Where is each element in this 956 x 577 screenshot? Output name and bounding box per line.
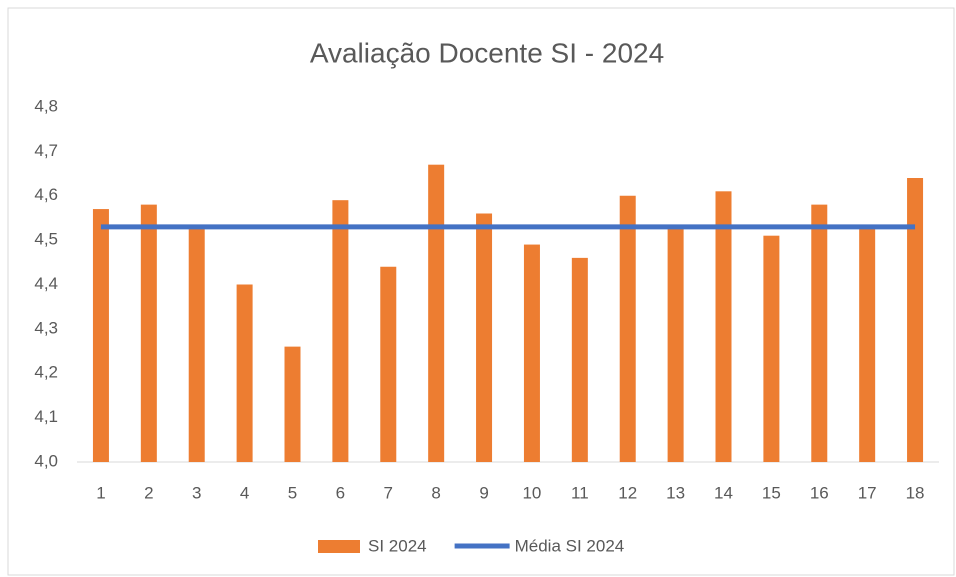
bar <box>907 178 924 462</box>
x-tick-label: 5 <box>288 483 297 502</box>
y-tick-label: 4,6 <box>34 185 58 204</box>
legend-label: SI 2024 <box>368 536 427 555</box>
x-tick-label: 11 <box>571 483 589 502</box>
y-tick-label: 4,0 <box>34 451 58 470</box>
x-tick-label: 18 <box>906 483 925 502</box>
x-tick-label: 17 <box>858 483 877 502</box>
bar <box>571 257 588 462</box>
x-tick-label: 13 <box>666 483 685 502</box>
x-tick-label: 8 <box>431 483 440 502</box>
x-tick-label: 3 <box>192 483 201 502</box>
x-tick-label: 7 <box>384 483 393 502</box>
bar <box>428 164 445 462</box>
bar <box>380 266 397 462</box>
x-tick-label: 2 <box>144 483 153 502</box>
y-tick-label: 4,7 <box>34 141 58 160</box>
bar <box>476 213 493 462</box>
bar <box>188 226 205 462</box>
y-tick-label: 4,1 <box>34 407 58 426</box>
bar <box>140 204 157 462</box>
bar <box>763 235 780 462</box>
x-tick-label: 15 <box>762 483 781 502</box>
y-tick-label: 4,2 <box>34 363 58 382</box>
bar <box>619 195 636 462</box>
y-tick-label: 4,3 <box>34 318 58 337</box>
x-tick-label: 1 <box>96 483 105 502</box>
y-tick-label: 4,8 <box>34 96 58 115</box>
bar <box>811 204 828 462</box>
x-tick-label: 12 <box>618 483 637 502</box>
x-tick-label: 4 <box>240 483 249 502</box>
x-tick-label: 10 <box>522 483 541 502</box>
x-tick-label: 16 <box>810 483 829 502</box>
bar <box>523 244 540 462</box>
x-tick-label: 9 <box>479 483 488 502</box>
bar <box>859 226 876 462</box>
bar <box>667 226 684 462</box>
chart-title: Avaliação Docente SI - 2024 <box>310 37 664 68</box>
x-tick-label: 14 <box>714 483 733 502</box>
bar <box>284 346 301 462</box>
bar <box>92 209 109 462</box>
y-tick-label: 4,4 <box>34 274 58 293</box>
bar <box>236 284 253 462</box>
y-tick-label: 4,5 <box>34 230 58 249</box>
bar <box>715 191 732 462</box>
legend-label: Média SI 2024 <box>515 536 625 555</box>
bar <box>332 200 349 462</box>
legend-swatch <box>318 540 360 553</box>
x-tick-label: 6 <box>336 483 345 502</box>
